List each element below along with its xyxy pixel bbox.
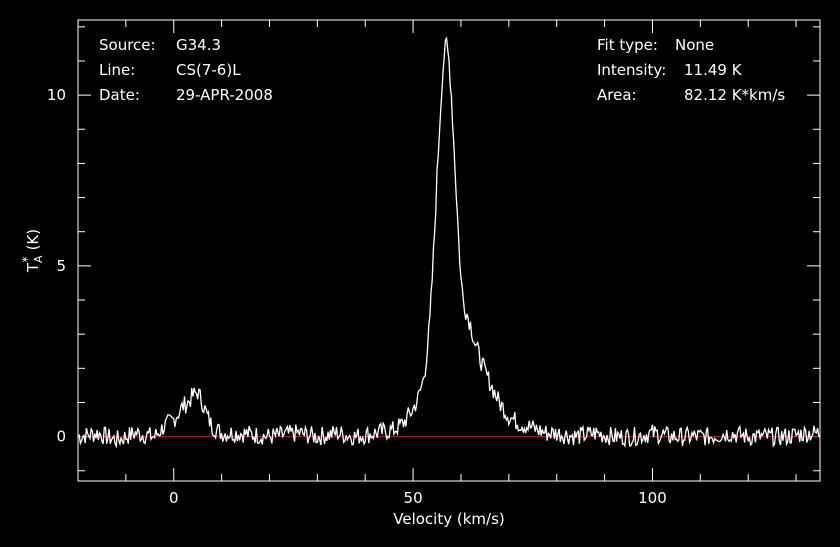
source-label: Source: xyxy=(99,36,156,54)
area-label: Area: xyxy=(597,86,637,104)
y-axis-label-superscript: * xyxy=(20,256,34,262)
y-tick-label: 5 xyxy=(56,257,66,275)
date-label: Date: xyxy=(99,86,140,104)
fit-type-value: None xyxy=(675,36,715,54)
y-tick-label: 10 xyxy=(47,86,66,104)
tick-labels-layer: 0 50 100 0 5 10 xyxy=(47,86,667,507)
intensity-label: Intensity: xyxy=(597,61,667,79)
y-axis-label: TA* (K) xyxy=(20,229,45,273)
x-tick-label: 50 xyxy=(404,489,423,507)
ticks-layer xyxy=(78,20,820,481)
date-value: 29-APR-2008 xyxy=(176,86,273,104)
line-value: CS(7-6)L xyxy=(176,61,241,79)
y-axis-label-symbol: T xyxy=(24,262,42,273)
x-tick-label: 0 xyxy=(169,489,179,507)
y-axis-label-unit: (K) xyxy=(24,229,42,251)
y-axis-label-subscript: A xyxy=(32,255,45,263)
source-value: G34.3 xyxy=(176,36,222,54)
line-label: Line: xyxy=(99,61,136,79)
x-tick-label: 100 xyxy=(638,489,667,507)
intensity-value: 11.49 K xyxy=(684,61,742,79)
x-axis-label: Velocity (km/s) xyxy=(393,510,504,528)
fit-type-label: Fit type: xyxy=(597,36,658,54)
plot-frame xyxy=(77,19,821,482)
y-tick-label: 0 xyxy=(56,428,66,446)
area-value: 82.12 K*km/s xyxy=(684,86,786,104)
spectrum-line xyxy=(77,36,821,449)
